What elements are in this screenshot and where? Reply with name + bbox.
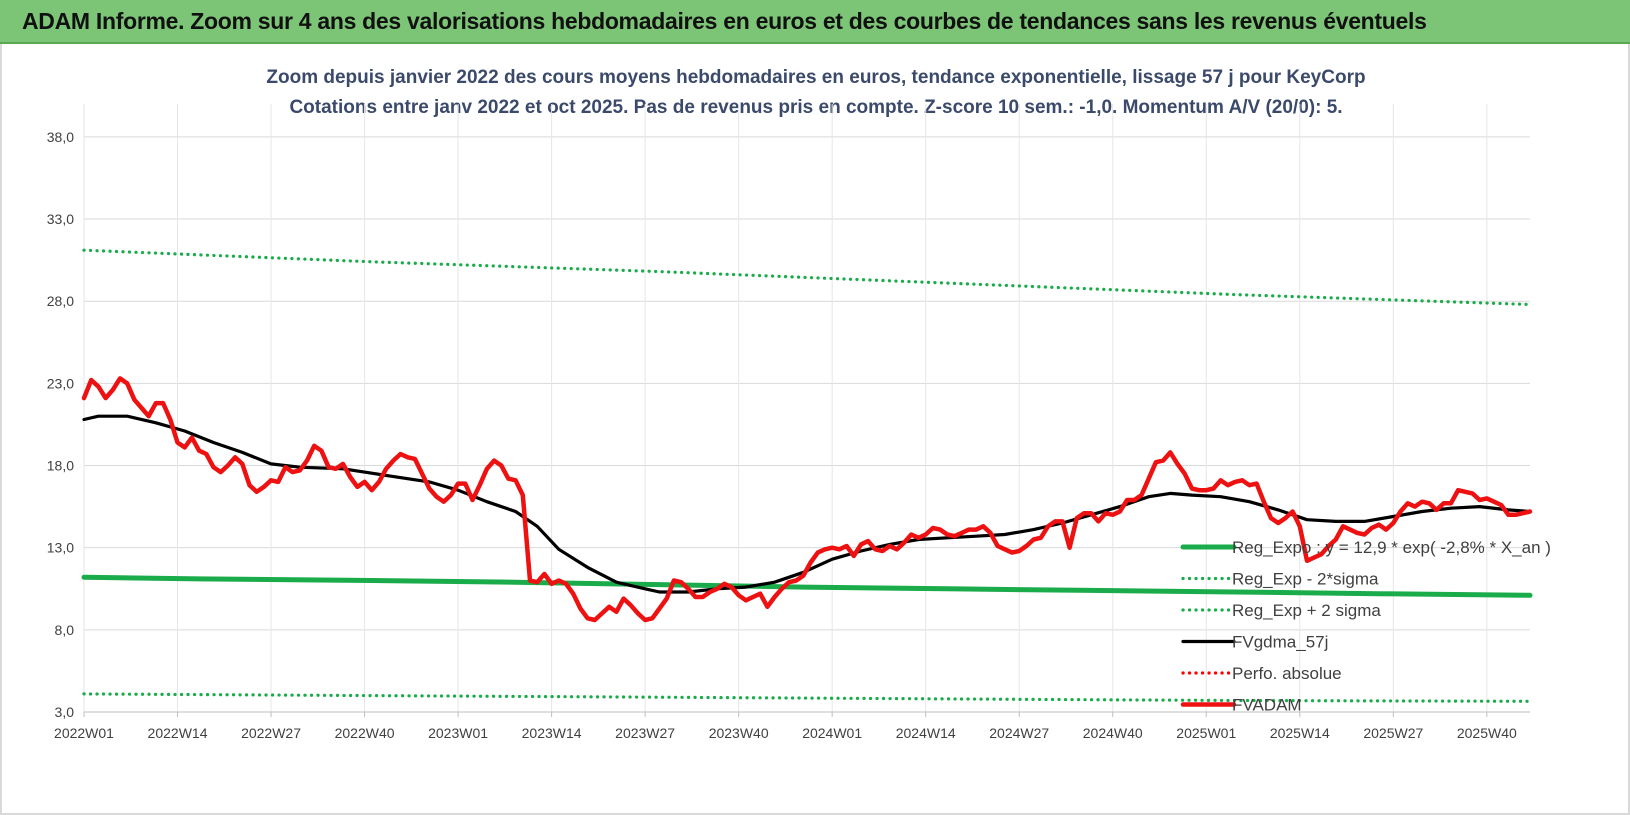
y-tick-label: 18,0 bbox=[47, 458, 74, 474]
y-tick-label: 13,0 bbox=[47, 540, 74, 556]
legend-label-3: FVgdma_57j bbox=[1232, 633, 1328, 652]
y-tick-label: 28,0 bbox=[47, 293, 74, 309]
x-tick-label: 2024W27 bbox=[989, 725, 1049, 741]
series-layer bbox=[81, 248, 1533, 703]
legend-label-2: Reg_Exp + 2 sigma bbox=[1232, 601, 1381, 620]
x-tick-label: 2023W40 bbox=[709, 725, 769, 741]
tick-layer: 3,0 8,0 13,0 18,0 23,0 28,0 33,0 38,0 2022W01 202… bbox=[47, 129, 1517, 741]
x-tick-label: 2022W14 bbox=[148, 725, 208, 741]
x-tick-label: 2024W01 bbox=[802, 725, 862, 741]
chart-title: Zoom depuis janvier 2022 des cours moyen… bbox=[266, 67, 1365, 88]
chart-subtitle: Cotations entre janv 2022 et oct 2025. P… bbox=[289, 97, 1342, 118]
legend-label-0: Reg_Expo : y = 12,9 * exp( -2,8% * X_an … bbox=[1232, 538, 1551, 557]
y-tick-label: 38,0 bbox=[47, 129, 74, 145]
x-tick-label: 2023W27 bbox=[615, 725, 675, 741]
x-tick-label: 2022W27 bbox=[241, 725, 301, 741]
x-tick-label: 2025W01 bbox=[1176, 725, 1236, 741]
series-line-0 bbox=[81, 574, 1533, 598]
x-tick-label: 2023W14 bbox=[522, 725, 582, 741]
x-tick-label: 2025W27 bbox=[1363, 725, 1423, 741]
x-tick-label: 2022W40 bbox=[335, 725, 395, 741]
x-tick-label: 2023W01 bbox=[428, 725, 488, 741]
y-tick-label: 8,0 bbox=[55, 622, 75, 638]
y-tick-label: 23,0 bbox=[47, 375, 74, 391]
series-line-1 bbox=[82, 692, 1532, 703]
legend-label-1: Reg_Exp - 2*sigma bbox=[1232, 570, 1379, 589]
chart-frame: Zoom depuis janvier 2022 des cours moyen… bbox=[0, 44, 1630, 815]
legend: Reg_Expo : y = 12,9 * exp( -2,8% * X_an … bbox=[1180, 538, 1551, 715]
legend-label-5: FVADAM bbox=[1232, 696, 1302, 715]
banner-title: ADAM Informe. Zoom sur 4 ans des valoris… bbox=[22, 8, 1427, 34]
title-banner: ADAM Informe. Zoom sur 4 ans des valoris… bbox=[0, 0, 1630, 44]
line-chart: Zoom depuis janvier 2022 des cours moyen… bbox=[47, 67, 1551, 741]
legend-label-4: Perfo. absolue bbox=[1232, 664, 1342, 683]
x-tick-label: 2025W40 bbox=[1457, 725, 1517, 741]
grid-layer bbox=[83, 104, 1530, 717]
y-tick-label: 33,0 bbox=[47, 211, 74, 227]
series-line-5 bbox=[81, 376, 1533, 623]
x-tick-label: 2024W14 bbox=[896, 725, 956, 741]
x-tick-label: 2025W14 bbox=[1270, 725, 1330, 741]
x-tick-label: 2022W01 bbox=[54, 725, 114, 741]
x-tick-label: 2024W40 bbox=[1083, 725, 1143, 741]
series-line-2 bbox=[82, 248, 1532, 307]
y-tick-label: 3,0 bbox=[55, 704, 75, 720]
